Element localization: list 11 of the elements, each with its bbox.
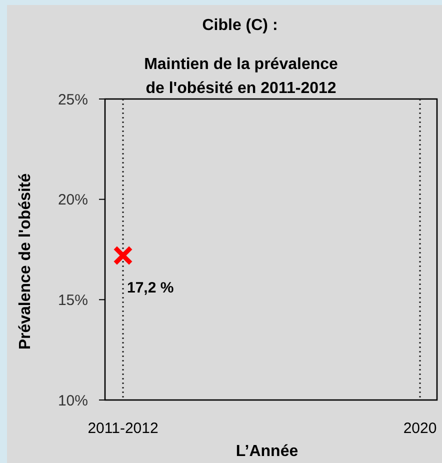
chart-subtitle: Maintien de la prévalence de l'obésité en 2011-2012 xyxy=(144,56,338,97)
y-tick-label: 25% xyxy=(58,91,88,108)
chart-title: Cible (C) : xyxy=(202,17,278,34)
x-tick-label: 2020 xyxy=(403,420,437,437)
y-axis-title: Prévalence de l'obésité xyxy=(17,173,34,350)
y-tick-label: 15% xyxy=(58,292,88,309)
x-axis-title: L’Année xyxy=(236,443,298,460)
data-label: 17,2 % xyxy=(127,280,174,297)
y-tick-label: 20% xyxy=(58,192,88,209)
y-tick-label: 10% xyxy=(58,392,88,410)
x-tick-label: 2011-2012 xyxy=(88,420,158,437)
